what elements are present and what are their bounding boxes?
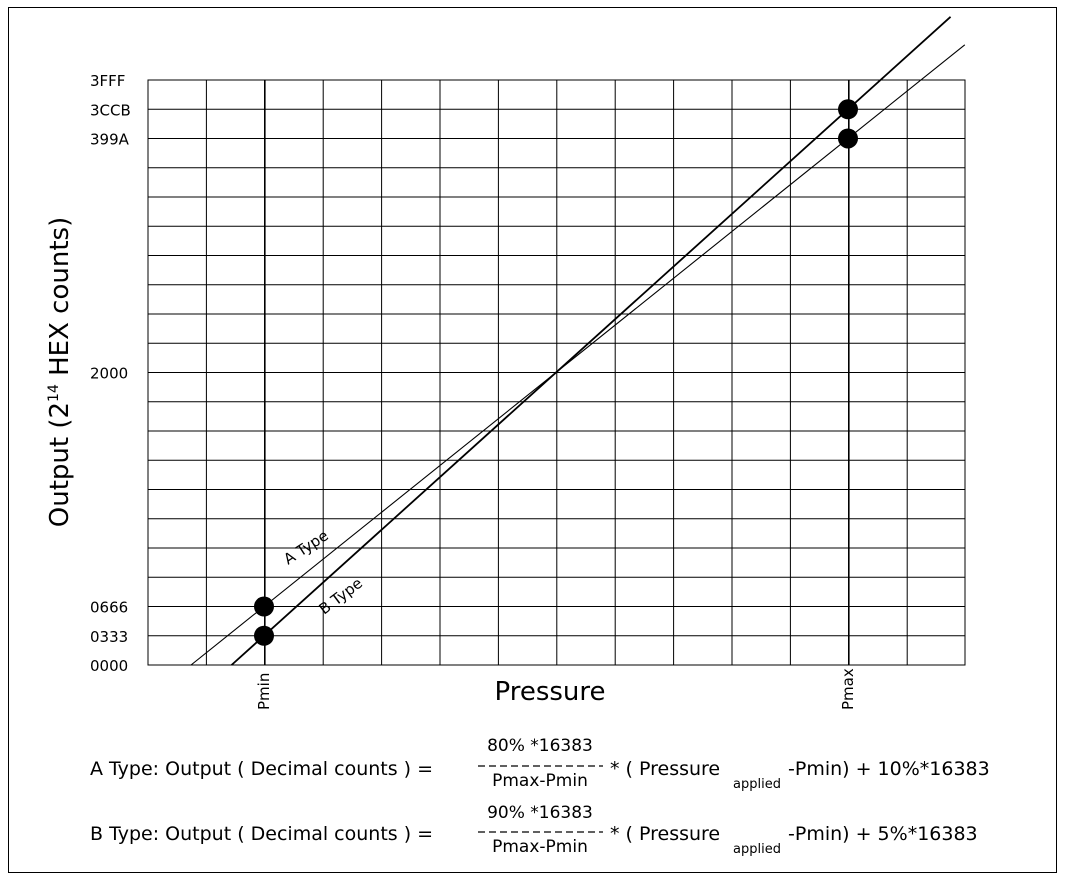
x-axis-title: Pressure: [494, 677, 605, 707]
chart-series: [190, 16, 966, 666]
series-line-a-type: [190, 44, 966, 666]
data-point-marker-2: [838, 99, 858, 120]
series-label-a: A Type: [280, 526, 331, 568]
series-line-b-type: [230, 16, 952, 666]
formula-a-subscript: applied: [733, 777, 781, 792]
y-tick-label-0333: 0333: [90, 628, 128, 646]
x-tick-label-pmax: Pmax: [839, 668, 857, 710]
formula-a-numerator: 80% *16383: [487, 736, 593, 756]
formula-b-numerator: 90% *16383: [487, 803, 593, 823]
formula-b-subscript: applied: [733, 842, 781, 857]
formula-b-mid: * ( Pressure: [610, 823, 720, 845]
formula-a-mid: * ( Pressure: [610, 758, 720, 780]
y-tick-labels: 0000 0333 0666 2000 399A 3CCB 3FFF: [90, 72, 131, 675]
y-tick-label-399a: 399A: [90, 130, 130, 148]
formula-b-tail: -Pmin) + 5%*16383: [788, 823, 978, 845]
y-tick-label-3fff: 3FFF: [90, 72, 125, 90]
formula-b-denominator: Pmax-Pmin: [492, 837, 588, 857]
x-tick-labels: Pmin Pmax: [255, 668, 857, 710]
formula-a: A Type: Output ( Decimal counts ) = 80% …: [90, 736, 990, 792]
x-tick-label-pmin: Pmin: [255, 673, 273, 710]
formula-b-lead: B Type: Output ( Decimal counts ) =: [90, 823, 433, 845]
y-tick-label-0666: 0666: [90, 599, 128, 617]
formula-a-tail: -Pmin) + 10%*16383: [788, 758, 990, 780]
y-tick-label-2000: 2000: [90, 364, 128, 382]
y-axis-title: Output (214 HEX counts): [45, 217, 75, 527]
figure-frame: [8, 7, 1057, 873]
y-tick-label-0000: 0000: [90, 657, 128, 675]
y-tick-label-3ccb: 3CCB: [90, 101, 131, 119]
chart-markers: [254, 99, 858, 646]
data-point-marker-1: [254, 625, 274, 646]
formula-a-denominator: Pmax-Pmin: [492, 771, 588, 791]
formula-b: B Type: Output ( Decimal counts ) = 90% …: [90, 803, 978, 857]
data-point-marker-3: [838, 128, 858, 149]
formula-a-lead: A Type: Output ( Decimal counts ) =: [90, 758, 433, 780]
chart-grid: [147, 79, 966, 666]
data-point-marker-0: [254, 596, 274, 617]
